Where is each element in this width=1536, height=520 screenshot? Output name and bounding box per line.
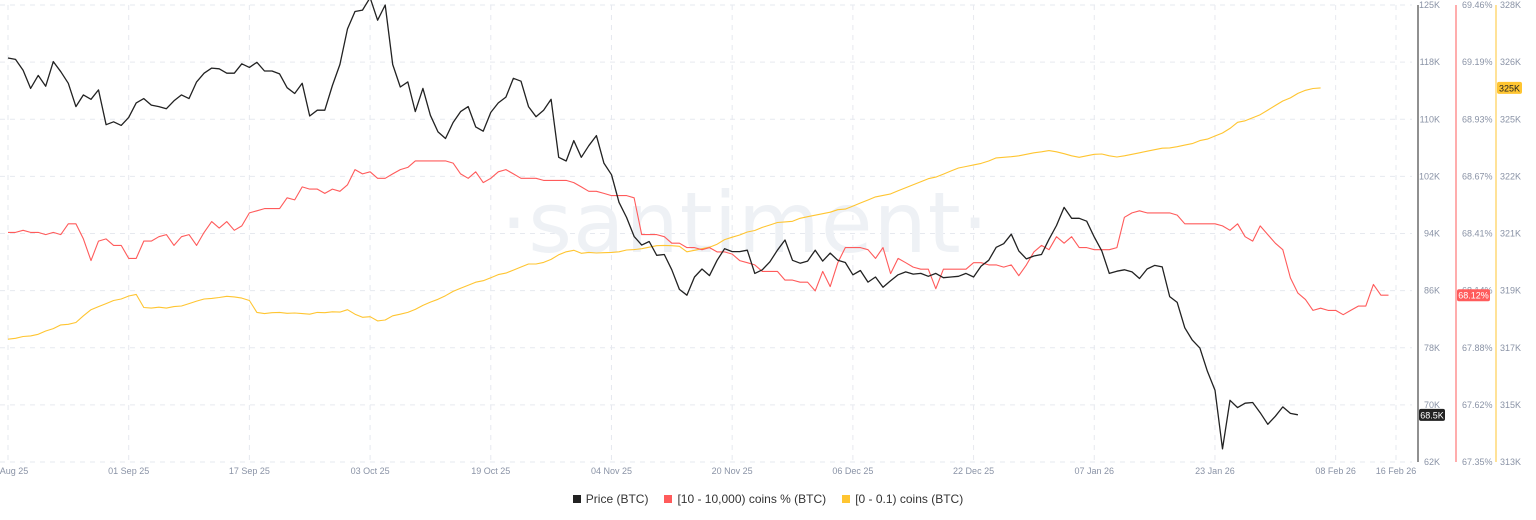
price-axis-tick: 118K: [1420, 57, 1440, 67]
legend-swatch-pct: [664, 495, 673, 503]
small-axis-tick: 317K: [1500, 343, 1521, 353]
price-axis-tick: 86K: [1424, 286, 1440, 296]
price-axis-tick: 94K: [1424, 229, 1440, 239]
x-tick-label: 01 Sep 25: [108, 466, 149, 476]
small-axis-tick: 328K: [1500, 0, 1521, 10]
x-tick-label: 20 Nov 25: [712, 466, 753, 476]
price-axis-tick: 110K: [1420, 114, 1440, 124]
x-tick-label: 04 Nov 25: [591, 466, 632, 476]
pct-axis-tick: 69.19%: [1462, 57, 1493, 67]
small-axis-tick: 322K: [1500, 171, 1521, 181]
pct-axis-tick: 68.41%: [1462, 229, 1493, 239]
pct-value-badge-label: 68.12%: [1458, 291, 1489, 301]
series-line-small: [7, 87, 1321, 340]
legend-item-pct[interactable]: [10 - 10,000) coins % (BTC): [664, 492, 826, 506]
small-axis-tick: 326K: [1500, 57, 1521, 67]
legend-item-small[interactable]: [0 - 0.1) coins (BTC): [842, 492, 963, 506]
small-value-badge: [1497, 81, 1522, 94]
x-tick-label: 16 Aug 25: [0, 466, 28, 476]
pct-axis-tick: 68.93%: [1462, 114, 1493, 124]
santiment-watermark: ·santiment·: [501, 174, 990, 272]
small-axis-tick: 321K: [1500, 229, 1521, 239]
x-tick-label: 07 Jan 26: [1074, 466, 1114, 476]
price-axis-tick: 78K: [1424, 343, 1440, 353]
series-layer: [7, 0, 1389, 450]
pct-axis-tick: 67.62%: [1462, 400, 1493, 410]
axis-badges: 68.5K 68.12% 325K: [1419, 81, 1522, 421]
x-tick-label: 08 Feb 26: [1315, 466, 1356, 476]
legend-label-pct: [10 - 10,000) coins % (BTC): [677, 492, 827, 506]
pct-axis-tick: 67.35%: [1462, 457, 1493, 467]
legend-label-small: [0 - 0.1) coins (BTC): [855, 492, 964, 506]
legend-swatch-small: [842, 495, 851, 503]
price-axis-tick: 70K: [1424, 400, 1440, 410]
price-axis-tick: 125K: [1419, 0, 1440, 10]
small-value-badge-label: 325K: [1499, 83, 1520, 93]
y-axes: 125K 118K 110K 102K 94K 86K 78K 70K 62K 69.46% 69.…: [1417, 0, 1521, 467]
series-line-price: [7, 0, 1299, 450]
x-tick-label: 03 Oct 25: [351, 466, 390, 476]
legend: Price (BTC) [10 - 10,000) coins % (BTC) [0…: [0, 492, 1536, 506]
legend-swatch-price: [572, 495, 581, 503]
pct-axis-tick: 69.46%: [1462, 0, 1493, 10]
x-tick-label: 23 Jan 26: [1195, 466, 1235, 476]
price-axis-tick: 62K: [1424, 457, 1440, 467]
price-value-badge-label: 68.5K: [1420, 410, 1444, 420]
price-axis-tick: 102K: [1419, 171, 1440, 181]
pct-axis-tick: 68.67%: [1462, 171, 1493, 181]
x-tick-label: 17 Sep 25: [229, 466, 270, 476]
small-axis-tick: 315K: [1500, 400, 1521, 410]
price-value-badge: [1419, 408, 1445, 421]
small-axis-tick: 325K: [1500, 114, 1521, 124]
legend-label-price: Price (BTC): [585, 492, 649, 506]
x-tick-label: 16 Feb 26: [1376, 466, 1417, 476]
pct-axis-tick: 67.88%: [1462, 343, 1493, 353]
x-tick-label: 06 Dec 25: [832, 466, 873, 476]
x-tick-label: 19 Oct 25: [471, 466, 510, 476]
pct-value-badge: [1457, 289, 1490, 302]
small-axis-tick: 319K: [1500, 286, 1521, 296]
x-tick-label: 22 Dec 25: [953, 466, 994, 476]
chart-grid: [0, 4, 1412, 463]
legend-item-price[interactable]: Price (BTC): [572, 492, 649, 506]
series-line-pct: [8, 160, 1389, 316]
x-axis: 16 Aug 25 01 Sep 25 17 Sep 25 03 Oct 25 19 O…: [0, 466, 1416, 476]
small-axis-tick: 313K: [1500, 457, 1521, 467]
